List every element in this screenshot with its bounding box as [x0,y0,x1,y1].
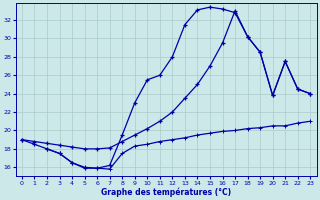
X-axis label: Graphe des températures (°C): Graphe des températures (°C) [101,187,231,197]
